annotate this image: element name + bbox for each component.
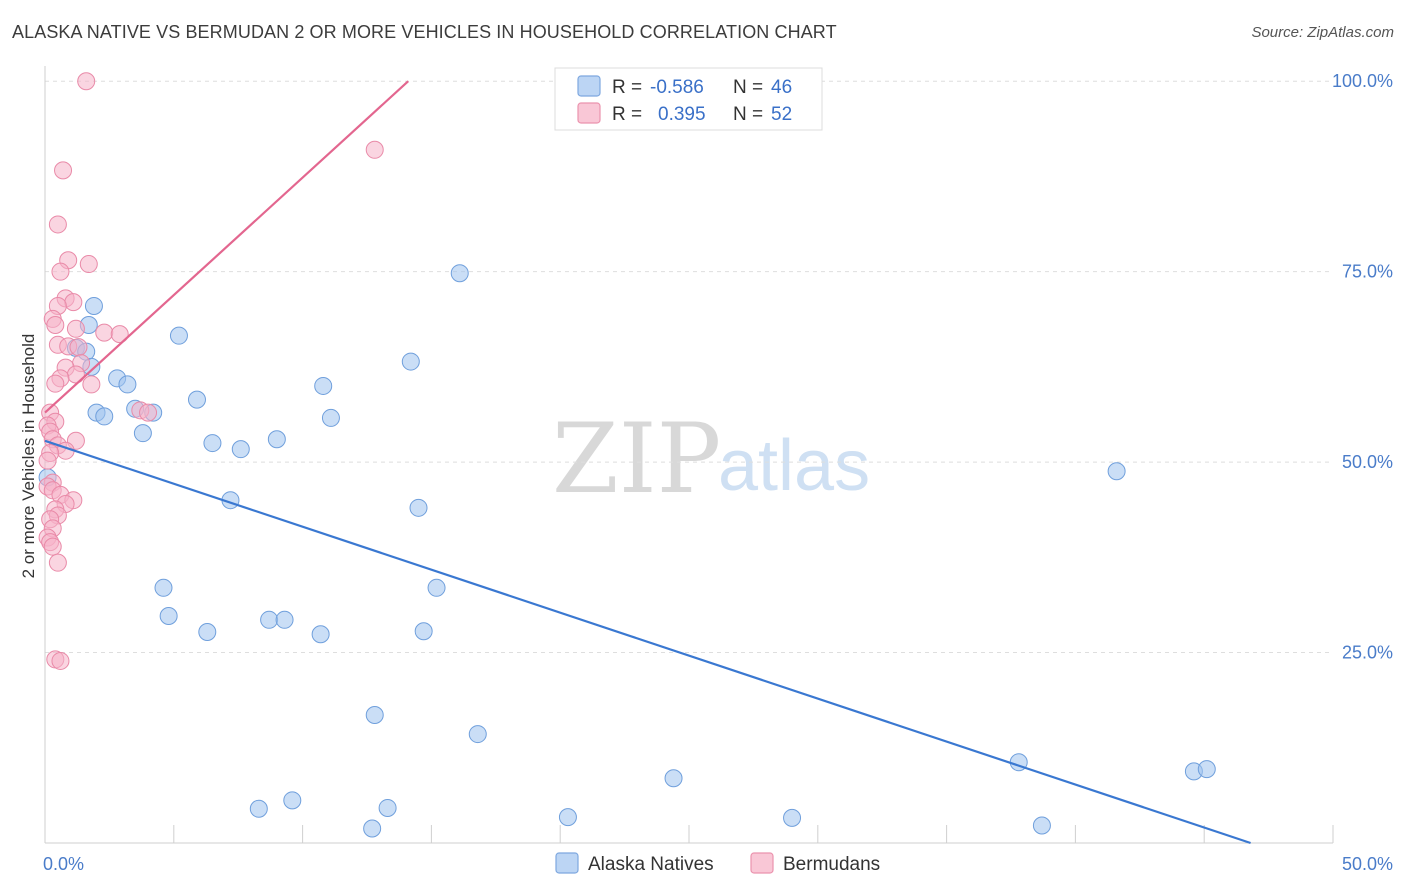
x-tick-labels: 0.0% 50.0% bbox=[43, 854, 1393, 874]
point-alaska-38 bbox=[558, 808, 577, 827]
trend-lines bbox=[44, 80, 1251, 845]
point-bermudan-3 bbox=[48, 215, 67, 234]
point-alaska-40 bbox=[783, 808, 802, 827]
trend-line-alaska bbox=[44, 439, 1251, 845]
series-legend: Alaska Natives Bermudans bbox=[555, 852, 880, 875]
point-alaska-9 bbox=[95, 407, 114, 426]
point-bermudan-2 bbox=[54, 161, 73, 180]
point-alaska-42 bbox=[1032, 816, 1051, 835]
legend-r-value-2: 0.395 bbox=[658, 104, 706, 125]
gridlines bbox=[45, 80, 1333, 654]
point-alaska-28 bbox=[260, 610, 279, 629]
point-alaska-36 bbox=[363, 819, 382, 838]
y-tick-labels: 25.0% 50.0% 75.0% 100.0% bbox=[1332, 71, 1393, 662]
point-alaska-35 bbox=[283, 791, 302, 810]
point-alaska-23 bbox=[409, 498, 428, 517]
point-bermudan-47 bbox=[51, 651, 70, 670]
point-alaska-13 bbox=[169, 326, 188, 345]
point-alaska-16 bbox=[231, 440, 250, 459]
legend-r-label-2: R = bbox=[612, 104, 642, 125]
point-alaska-43 bbox=[1107, 462, 1126, 481]
point-alaska-25 bbox=[154, 578, 173, 597]
point-alaska-37 bbox=[378, 798, 397, 817]
y-axis-label: 2 or more Vehicles in Household bbox=[19, 334, 38, 579]
y-tick-label-3: 100.0% bbox=[1332, 71, 1393, 91]
legend-r-value-1: -0.586 bbox=[650, 77, 704, 98]
y-tick-label-1: 50.0% bbox=[1342, 452, 1393, 472]
y-tick-label-0: 25.0% bbox=[1342, 643, 1393, 663]
legend-n-label-2: N = bbox=[733, 104, 763, 125]
point-alaska-29 bbox=[275, 610, 294, 629]
point-alaska-7 bbox=[118, 375, 137, 394]
point-bermudan-49 bbox=[139, 403, 158, 422]
point-alaska-31 bbox=[414, 622, 433, 641]
point-alaska-33 bbox=[468, 725, 487, 744]
legend-swatch-bermudan bbox=[577, 102, 601, 124]
series-legend-label-bermudan: Bermudans bbox=[783, 854, 880, 875]
y-tick-label-2: 75.0% bbox=[1342, 262, 1393, 282]
watermark: ZIP atlas bbox=[552, 403, 870, 515]
legend-n-value-2: 52 bbox=[771, 104, 792, 125]
point-alaska-18 bbox=[267, 430, 286, 449]
point-alaska-15 bbox=[203, 434, 222, 453]
point-bermudan-17 bbox=[69, 338, 88, 357]
x-tick-label-1: 50.0% bbox=[1342, 854, 1393, 874]
point-bermudan-6 bbox=[51, 262, 70, 281]
chart-source: Source: ZipAtlas.com bbox=[1251, 24, 1394, 41]
point-alaska-32 bbox=[365, 706, 384, 725]
point-alaska-19 bbox=[314, 376, 333, 395]
point-alaska-26 bbox=[159, 606, 178, 625]
point-bermudan-13 bbox=[95, 323, 114, 342]
point-bermudan-8 bbox=[64, 293, 83, 312]
x-tick-label-0: 0.0% bbox=[43, 854, 84, 874]
point-alaska-39 bbox=[664, 769, 683, 788]
watermark-atlas: atlas bbox=[718, 426, 870, 506]
point-bermudan-20 bbox=[66, 365, 85, 384]
point-bermudan-12 bbox=[66, 319, 85, 338]
point-alaska-30 bbox=[311, 625, 330, 644]
point-bermudan-4 bbox=[79, 255, 98, 274]
legend-r-label-1: R = bbox=[612, 77, 642, 98]
legend-n-label-1: N = bbox=[733, 77, 763, 98]
data-points bbox=[38, 72, 1216, 838]
series-legend-swatch-alaska bbox=[555, 852, 579, 874]
point-alaska-45 bbox=[1197, 760, 1216, 779]
point-alaska-12 bbox=[133, 424, 152, 443]
point-bermudan-1 bbox=[365, 140, 384, 159]
point-alaska-24 bbox=[427, 578, 446, 597]
point-alaska-1 bbox=[84, 296, 103, 315]
point-alaska-22 bbox=[450, 264, 469, 283]
series-legend-label-alaska: Alaska Natives bbox=[588, 854, 714, 875]
point-bermudan-11 bbox=[46, 316, 65, 334]
series-legend-swatch-bermudan bbox=[750, 852, 774, 874]
chart-title: ALASKA NATIVE VS BERMUDAN 2 OR MORE VEHI… bbox=[12, 22, 837, 42]
point-bermudan-22 bbox=[46, 374, 65, 393]
point-alaska-34 bbox=[249, 799, 268, 818]
legend-n-value-1: 46 bbox=[771, 77, 792, 98]
point-alaska-27 bbox=[198, 622, 217, 641]
point-alaska-14 bbox=[187, 390, 206, 409]
point-bermudan-33 bbox=[38, 451, 57, 470]
point-bermudan-0 bbox=[77, 72, 96, 91]
point-bermudan-50 bbox=[43, 537, 62, 556]
point-alaska-20 bbox=[321, 408, 340, 427]
trend-line-bermudan bbox=[44, 80, 409, 414]
watermark-zip: ZIP bbox=[552, 403, 721, 515]
point-bermudan-51 bbox=[48, 553, 67, 572]
legend-swatch-alaska bbox=[577, 75, 601, 97]
point-bermudan-23 bbox=[82, 375, 101, 394]
correlation-legend: R = -0.586 N = 46 R = 0.395 N = 52 bbox=[554, 67, 823, 131]
point-bermudan-14 bbox=[110, 325, 129, 344]
point-alaska-21 bbox=[401, 352, 420, 371]
